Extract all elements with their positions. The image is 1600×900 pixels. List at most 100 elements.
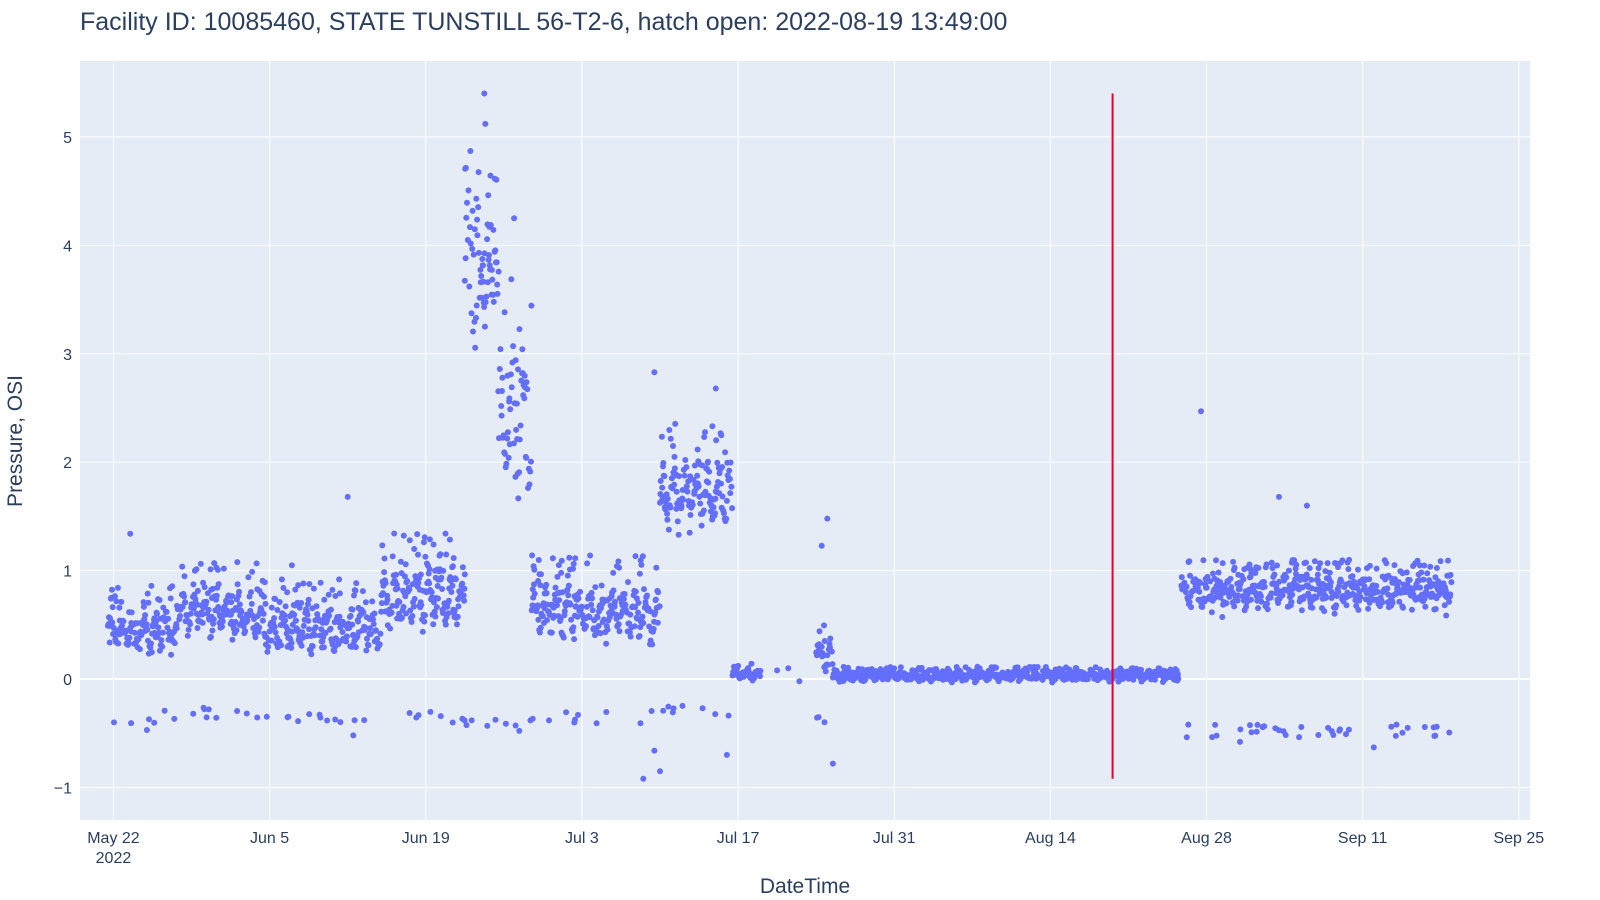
data-point bbox=[394, 585, 401, 592]
data-point bbox=[109, 586, 115, 593]
data-point bbox=[515, 495, 522, 502]
data-point bbox=[293, 617, 299, 624]
data-point bbox=[627, 633, 634, 640]
data-point bbox=[116, 604, 123, 611]
data-point bbox=[1282, 732, 1289, 738]
data-point bbox=[1447, 571, 1454, 578]
x-tick-sublabel: 2022 bbox=[96, 850, 132, 867]
data-point bbox=[143, 621, 150, 628]
data-point bbox=[305, 596, 312, 603]
data-point bbox=[757, 673, 763, 680]
data-point bbox=[694, 472, 701, 479]
data-point bbox=[1244, 591, 1251, 598]
data-point bbox=[179, 604, 186, 610]
data-point bbox=[282, 617, 289, 624]
data-point bbox=[296, 604, 303, 611]
data-point bbox=[409, 581, 416, 588]
data-point bbox=[567, 601, 574, 608]
data-point bbox=[641, 586, 647, 593]
data-point bbox=[400, 604, 407, 610]
data-point bbox=[508, 276, 515, 283]
data-point bbox=[481, 304, 488, 310]
data-point bbox=[1203, 584, 1210, 591]
data-point bbox=[482, 299, 489, 306]
data-point bbox=[725, 712, 732, 719]
data-point bbox=[1357, 593, 1364, 600]
data-point bbox=[719, 464, 726, 470]
data-point bbox=[430, 599, 437, 606]
data-point bbox=[349, 621, 356, 628]
data-point bbox=[1424, 570, 1431, 577]
data-point bbox=[1217, 579, 1224, 585]
data-point bbox=[1327, 579, 1334, 586]
data-point bbox=[829, 661, 836, 668]
data-point bbox=[242, 628, 249, 635]
data-point bbox=[111, 719, 117, 726]
data-point bbox=[1219, 614, 1226, 620]
data-point bbox=[437, 713, 444, 720]
data-point bbox=[475, 169, 482, 176]
data-point bbox=[558, 557, 565, 564]
data-point bbox=[471, 226, 478, 233]
data-point bbox=[1433, 723, 1440, 730]
plot-background bbox=[80, 61, 1530, 820]
data-point bbox=[254, 714, 261, 721]
data-point bbox=[109, 619, 116, 626]
data-point bbox=[657, 477, 664, 484]
data-point bbox=[648, 708, 655, 714]
data-point bbox=[343, 633, 350, 640]
data-point bbox=[1234, 597, 1241, 604]
data-point bbox=[654, 619, 661, 626]
data-point bbox=[757, 667, 764, 674]
data-point bbox=[604, 626, 611, 633]
data-point bbox=[1323, 594, 1330, 601]
data-point bbox=[1443, 612, 1450, 619]
data-point bbox=[1248, 596, 1254, 603]
data-point bbox=[1345, 726, 1352, 733]
data-point bbox=[556, 597, 563, 604]
data-point bbox=[470, 251, 477, 258]
data-point bbox=[1187, 572, 1193, 579]
data-point bbox=[473, 195, 480, 202]
data-point bbox=[114, 584, 121, 591]
data-point bbox=[504, 435, 511, 442]
data-point bbox=[652, 596, 659, 603]
data-point bbox=[487, 222, 494, 228]
data-point bbox=[565, 582, 572, 589]
data-point bbox=[415, 579, 422, 586]
data-point bbox=[248, 589, 254, 596]
data-point bbox=[616, 564, 623, 571]
data-point bbox=[685, 478, 692, 485]
data-point bbox=[523, 379, 530, 386]
data-point bbox=[159, 643, 166, 650]
data-point bbox=[1212, 721, 1219, 728]
data-point bbox=[665, 703, 672, 710]
outlier-point bbox=[1276, 493, 1282, 500]
data-point bbox=[722, 449, 729, 456]
data-point bbox=[1288, 599, 1295, 605]
data-point bbox=[274, 607, 281, 613]
data-point bbox=[1226, 593, 1233, 600]
data-point bbox=[370, 621, 377, 627]
data-point bbox=[684, 488, 691, 495]
data-point bbox=[197, 560, 204, 567]
data-point bbox=[1213, 732, 1220, 739]
data-point bbox=[1414, 557, 1421, 564]
data-point bbox=[537, 582, 544, 589]
data-point bbox=[1435, 592, 1442, 599]
data-point bbox=[531, 566, 538, 573]
data-point bbox=[485, 192, 492, 199]
data-point bbox=[163, 608, 170, 615]
data-point bbox=[615, 558, 622, 565]
data-point bbox=[1366, 562, 1373, 569]
data-point bbox=[165, 615, 172, 622]
data-point bbox=[1389, 599, 1396, 606]
data-point bbox=[475, 204, 482, 211]
data-point bbox=[506, 395, 513, 402]
data-point bbox=[264, 648, 271, 655]
data-point bbox=[1138, 666, 1145, 673]
data-point bbox=[1308, 576, 1315, 583]
data-point bbox=[687, 512, 694, 518]
data-point bbox=[625, 579, 631, 585]
data-point bbox=[396, 599, 403, 605]
